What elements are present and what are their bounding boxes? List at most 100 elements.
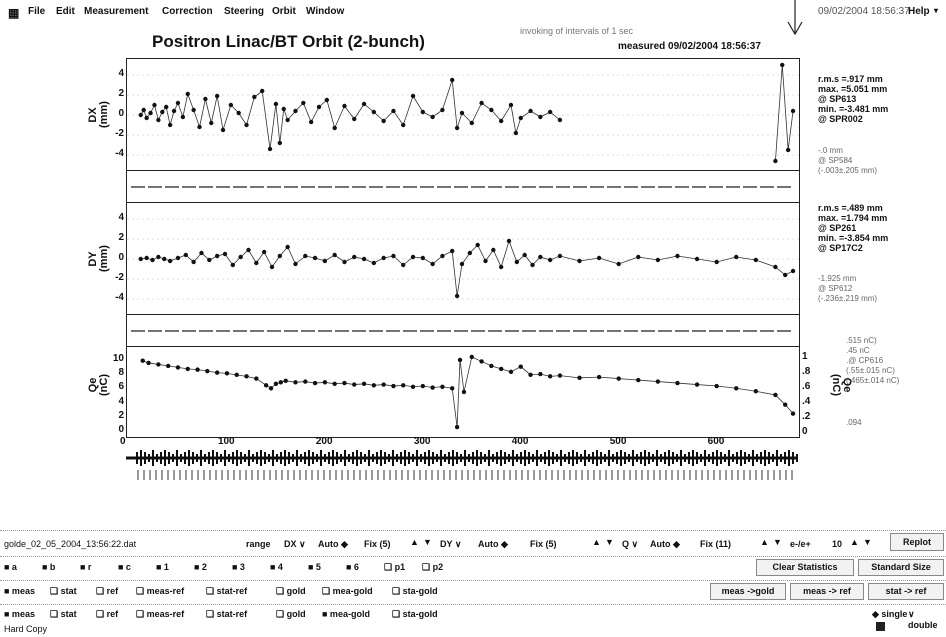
menu-edit[interactable]: Edit [56, 6, 75, 17]
xrow-toggle-gold[interactable]: ❏ gold [276, 586, 306, 596]
xrow-toggle-stat[interactable]: ❏ stat [50, 586, 77, 596]
dx-point [469, 120, 474, 126]
display-toggle-r[interactable]: ■ r [80, 562, 92, 572]
help-dropdown-icon[interactable]: ▾ [934, 6, 939, 15]
dy-min: min. =-3.854 mm [818, 233, 889, 243]
menu-measurement[interactable]: Measurement [84, 6, 149, 17]
q-point [694, 382, 700, 387]
yrow-toggle-gold[interactable]: ❏ gold [276, 609, 306, 619]
scale-up-button[interactable]: ▲ [850, 537, 859, 547]
dy-faint-stats: -1.925 mm @ SP612 (-.236±.219 mm) [818, 274, 877, 304]
beamline-element [508, 454, 510, 462]
beamline-element [668, 450, 670, 466]
menu-correction[interactable]: Correction [162, 6, 213, 17]
beamline-element [780, 454, 782, 462]
yrow-toggle-mea-gold[interactable]: ■ mea-gold [322, 609, 370, 619]
single-radio[interactable]: ◆ single [872, 609, 908, 619]
dx-point [152, 102, 157, 108]
xrow-toggle-ref[interactable]: ❏ ref [96, 586, 119, 596]
display-toggle-5[interactable]: ■ 5 [308, 562, 321, 572]
menu-steering[interactable]: Steering [224, 6, 265, 17]
display-toggle-4[interactable]: ■ 4 [270, 562, 283, 572]
beamline-element [772, 454, 774, 462]
beamline-element [276, 454, 278, 462]
dy-point [506, 238, 512, 244]
clear-statistics-button[interactable]: Clear Statistics [756, 559, 854, 576]
display-toggle-a[interactable]: ■ a [4, 562, 17, 572]
q-range-down-button[interactable]: ▼ [773, 537, 782, 547]
display-toggle-c[interactable]: ■ c [118, 562, 131, 572]
dx-range-select[interactable]: DX ∨ [284, 539, 306, 549]
dx-point [450, 77, 455, 83]
dy-point [150, 257, 155, 263]
beamline-element [500, 450, 502, 466]
dy-point [596, 255, 602, 261]
q-range-up-button[interactable]: ▲ [760, 537, 769, 547]
dy-fix-radio[interactable]: Fix (5) [530, 539, 557, 549]
beamline-element [464, 450, 466, 466]
q-range-select[interactable]: Q ∨ [622, 539, 639, 549]
q-fix-radio[interactable]: Fix (11) [700, 539, 732, 549]
stat-to-ref-button[interactable]: stat -> ref [868, 583, 944, 600]
xrow-toggle-meas-ref[interactable]: ❏ meas-ref [136, 586, 185, 596]
beamline-element [240, 452, 242, 464]
display-toggle-p2[interactable]: ❏ p2 [422, 562, 444, 572]
q-ytick: 0 [118, 424, 124, 435]
dx-range-down-button[interactable]: ▼ [423, 537, 432, 547]
dy-auto-radio[interactable]: Auto ◆ [478, 539, 508, 549]
q-point [538, 371, 543, 377]
display-toggle-2[interactable]: ■ 2 [194, 562, 207, 572]
yrow-toggle-sta-gold[interactable]: ❏ sta-gold [392, 609, 438, 619]
replot-button[interactable]: Replot [890, 533, 944, 551]
dy-point [714, 259, 719, 265]
beamline-element [444, 454, 446, 462]
q-point [381, 382, 386, 387]
display-toggle-p1[interactable]: ❏ p1 [384, 562, 406, 572]
dy-point [230, 262, 236, 268]
dy-range-up-button[interactable]: ▲ [592, 537, 601, 547]
dy-point [734, 254, 739, 260]
dy-range-down-button[interactable]: ▼ [605, 537, 614, 547]
q-point [636, 377, 641, 383]
yrow-toggle-meas[interactable]: ■ meas [4, 609, 35, 619]
dx-fix-value: (5) [379, 539, 391, 549]
dx-range-up-button[interactable]: ▲ [410, 537, 419, 547]
meas-to-gold-button[interactable]: meas ->gold [710, 583, 786, 600]
menu-file[interactable]: File [28, 6, 46, 17]
dy-range-select[interactable]: DY ∨ [440, 539, 462, 549]
dx-point [513, 130, 519, 136]
xrow-toggle-mea-gold[interactable]: ❏ mea-gold [322, 586, 373, 596]
double-radio[interactable]: ∨ double [908, 609, 938, 630]
dx-auto-radio[interactable]: Auto ◆ [318, 539, 348, 549]
dy-ytick: -2 [115, 272, 124, 283]
yrow-toggle-ref[interactable]: ❏ ref [96, 609, 119, 619]
measured-timestamp: measured 09/02/2004 18:56:37 [618, 41, 761, 52]
charge-unit-label: e-/e+ [790, 539, 811, 549]
yrow-toggle-meas-ref[interactable]: ❏ meas-ref [136, 609, 185, 619]
display-toggle-3[interactable]: ■ 3 [232, 562, 245, 572]
meas-to-ref-button[interactable]: meas -> ref [790, 583, 864, 600]
q-faint-2: .@ CP616 [846, 356, 884, 365]
dy-point [475, 242, 480, 248]
beamline-element [180, 454, 182, 462]
menu-orbit[interactable]: Orbit [272, 6, 296, 17]
menu-window[interactable]: Window [306, 6, 345, 17]
yrow-toggle-stat[interactable]: ❏ stat [50, 609, 77, 619]
dx-fix-radio[interactable]: Fix (5) [364, 539, 391, 549]
scale-down-button[interactable]: ▼ [863, 537, 872, 547]
yrow-toggle-stat-ref[interactable]: ❏ stat-ref [206, 609, 248, 619]
standard-size-button[interactable]: Standard Size [858, 559, 944, 576]
q-point [461, 389, 467, 395]
xrow-toggle-meas[interactable]: ■ meas [4, 586, 35, 596]
beamline-element [492, 454, 494, 462]
xrow-toggle-sta-gold[interactable]: ❏ sta-gold [392, 586, 438, 596]
menu-help[interactable]: Help [908, 6, 930, 17]
q-auto-radio[interactable]: Auto ◆ [650, 539, 680, 549]
display-toggle-b[interactable]: ■ b [42, 562, 56, 572]
hard-copy-link[interactable]: Hard Copy [4, 624, 48, 634]
display-toggle-1[interactable]: ■ 1 [156, 562, 169, 572]
beamline-element [300, 454, 302, 462]
xrow-toggle-stat-ref[interactable]: ❏ stat-ref [206, 586, 248, 596]
display-toggle-6[interactable]: ■ 6 [346, 562, 359, 572]
dx-point [498, 118, 504, 124]
